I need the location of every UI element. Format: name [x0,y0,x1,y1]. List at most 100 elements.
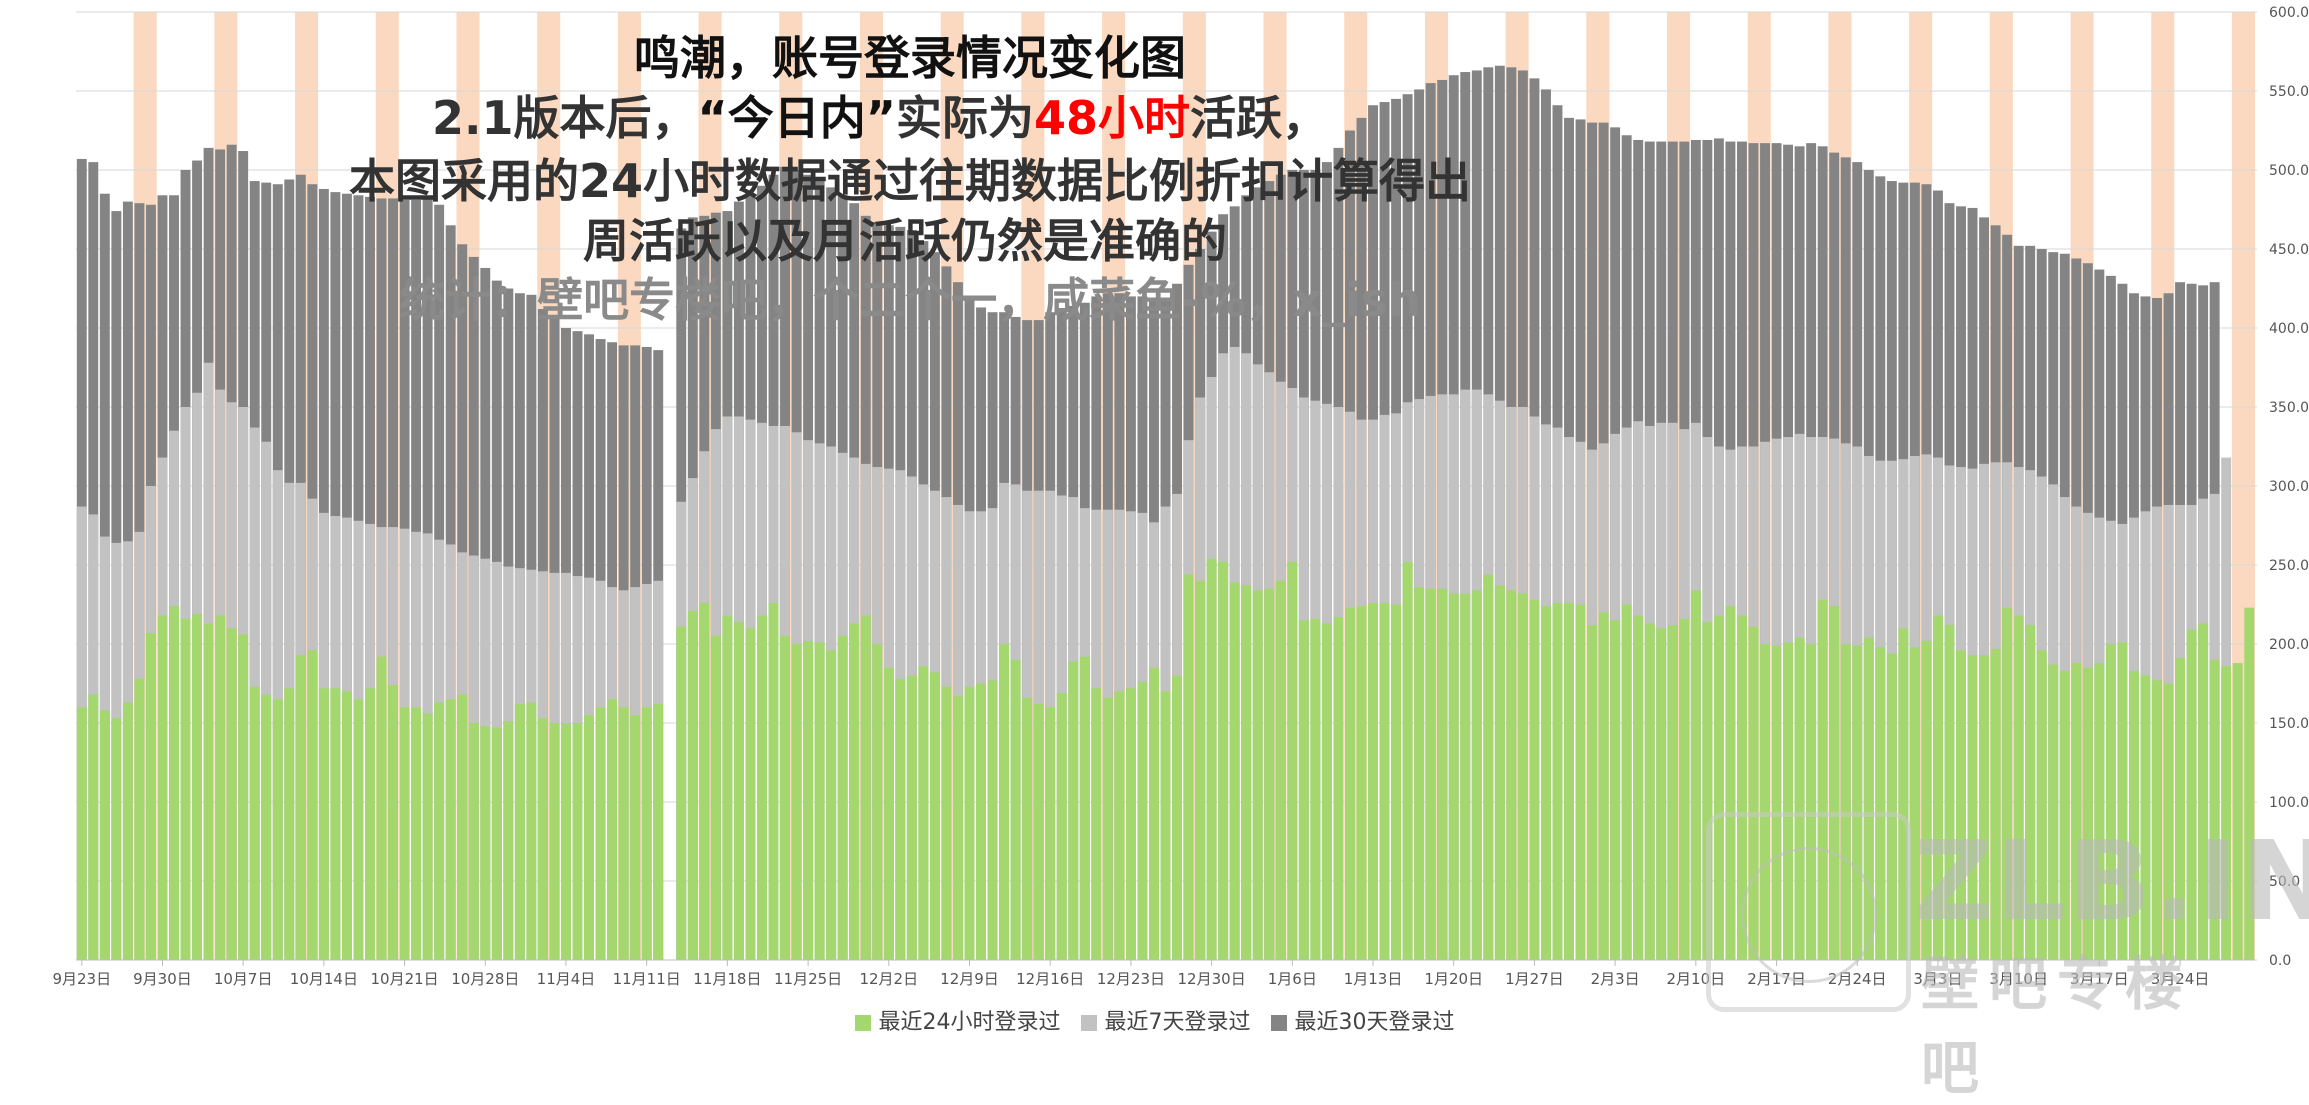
bar-24h [1298,620,1309,960]
bar-24h [1771,645,1782,960]
bar-24h [883,667,894,960]
bar-24h [2186,629,2197,960]
bar-24h [1356,606,1367,960]
legend-label: 最近30天登录过 [1294,1010,1455,1035]
bar-24h [1321,623,1332,960]
bar-24h [2059,670,2070,960]
legend-swatch [1270,1015,1287,1031]
bar-24h [918,666,929,960]
bar-24h [1932,615,1943,960]
bar-24h [2198,623,2209,960]
x-tick-label: 11月11日 [613,970,681,988]
bar-24h [1898,628,1909,960]
bar-24h [860,615,871,960]
bar-24h [607,699,618,960]
bar-24h [111,718,122,960]
bar-24h [1760,644,1770,960]
bar-24h [641,707,652,960]
bar-24h [1310,618,1321,960]
bar-24h [1610,620,1621,960]
bar-24h [1806,644,1817,960]
bar-24h [1471,590,1482,960]
x-tick-label: 12月16日 [1016,970,1084,988]
bar-24h [1852,645,1863,960]
bar-24h [480,726,491,960]
bar-24h [2209,659,2220,960]
bar-24h [572,723,583,960]
bar-24h [872,644,883,960]
bar-24h [1264,588,1275,960]
bar-24h [2002,607,2013,960]
bar-24h [549,723,560,960]
bar-24h [1125,688,1136,960]
bar-24h [1391,604,1402,960]
y-tick-label: 100.0 [2269,795,2309,811]
y-tick-label: 200.0 [2269,637,2309,653]
bar-24h [895,678,906,960]
bar-24h [2025,625,2036,960]
x-tick-label: 3月17日 [2070,970,2129,988]
bar-24h [1206,558,1217,960]
bar-24h [1149,667,1159,960]
y-tick-label: 450.0 [2269,242,2309,258]
bar-24h [192,613,203,960]
x-tick-label: 1月6日 [1268,970,1317,988]
bar-24h [1979,655,1990,960]
bar-24h [630,715,641,960]
bar-24h [365,688,375,960]
bar-24h [1748,626,1759,960]
bar-24h [1287,561,1298,960]
bar-24h [1783,642,1794,960]
bar-24h [676,626,687,960]
bar-24h [1102,697,1113,960]
bar-24h [1517,593,1528,960]
bar-24h [953,696,963,960]
bar-24h [1506,590,1517,960]
bar-24h [1183,574,1194,960]
bar-24h [1229,582,1240,960]
y-tick-label: 350.0 [2269,400,2309,416]
x-tick-label: 1月27日 [1505,970,1564,988]
bar-24h [653,704,664,960]
bar-24h [284,688,295,960]
legend-label: 最近24小时登录过 [878,1010,1061,1035]
bar-24h [1679,618,1690,960]
bar-24h [307,650,318,960]
bar-24h [1656,628,1667,960]
bar-24h [1840,644,1851,960]
bar-24h [318,688,329,960]
x-tick-label: 1月13日 [1344,970,1403,988]
bar-24h [1402,561,1413,960]
bar-24h [1921,640,1932,960]
y-tick-label: 500.0 [2269,163,2309,179]
bar-24h [261,694,272,960]
bar-24h [122,702,133,960]
bar-24h [1817,599,1828,960]
bar-24h [1529,599,1540,960]
bar-24h [1368,602,1378,960]
bar-24h [295,655,306,960]
legend-swatch [1080,1015,1097,1031]
bar-24h [2094,662,2105,960]
bar-24h [745,628,756,960]
bar-24h [2128,670,2139,960]
bar-24h [733,621,744,960]
x-tick-label: 11月25日 [774,970,842,988]
bar-24h [411,707,422,960]
x-tick-label: 12月2日 [859,970,918,988]
bar-24h [699,602,710,960]
bar-24h [1114,691,1125,960]
bar-24h [1333,617,1344,960]
x-tick-label: 3月24日 [2151,970,2210,988]
bar-24h [757,615,767,960]
x-tick-label: 12月23日 [1097,970,1165,988]
bar-24h [1690,590,1701,960]
bar-24h [1575,604,1586,960]
bar-24h [1863,637,1874,960]
bar-24h [1022,697,1033,960]
bar-24h [388,685,399,960]
bar-24h [99,710,110,960]
bar-24h [2117,642,2128,960]
bar-24h [203,623,214,960]
bar-24h [976,683,986,960]
